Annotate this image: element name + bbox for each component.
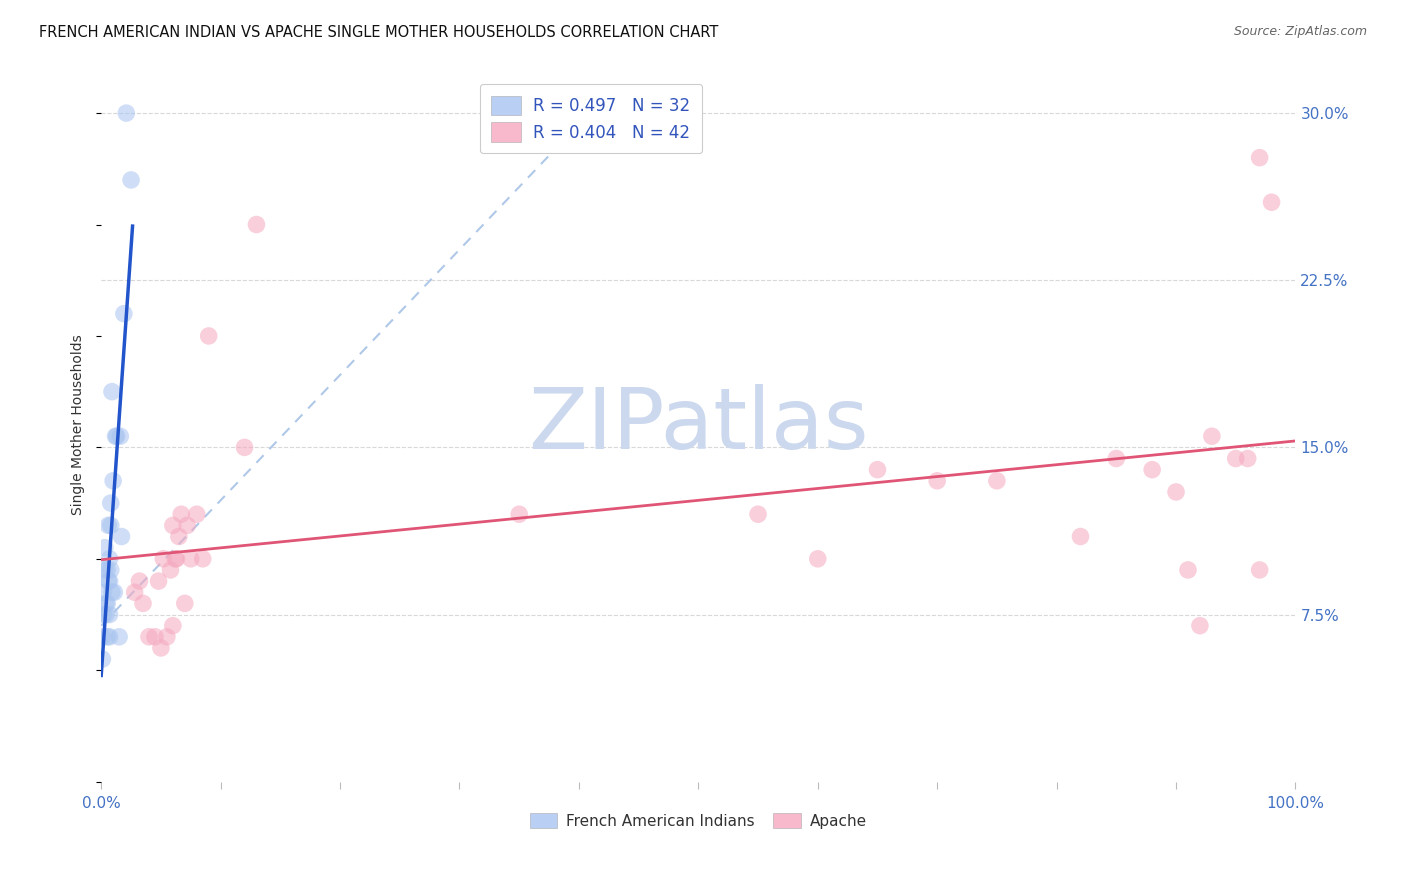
- Point: [152, 551, 174, 566]
- Point: [1225, 451, 1247, 466]
- Point: [94, 563, 117, 577]
- Point: [1164, 485, 1187, 500]
- Point: [91, 630, 114, 644]
- Point: [245, 218, 267, 232]
- Point: [96, 596, 118, 610]
- Point: [97, 574, 120, 588]
- Point: [93, 607, 115, 622]
- Point: [508, 507, 530, 521]
- Point: [1140, 463, 1163, 477]
- Point: [866, 463, 889, 477]
- Point: [186, 507, 208, 521]
- Point: [143, 630, 166, 644]
- Point: [165, 551, 187, 566]
- Point: [94, 607, 117, 622]
- Point: [986, 474, 1008, 488]
- Point: [1069, 529, 1091, 543]
- Point: [100, 563, 122, 577]
- Point: [162, 518, 184, 533]
- Point: [110, 529, 132, 543]
- Point: [96, 630, 118, 644]
- Point: [94, 596, 117, 610]
- Point: [112, 307, 135, 321]
- Point: [138, 630, 160, 644]
- Point: [124, 585, 146, 599]
- Point: [96, 563, 118, 577]
- Point: [98, 630, 121, 644]
- Point: [1201, 429, 1223, 443]
- Point: [156, 630, 179, 644]
- Point: [1260, 195, 1282, 210]
- Point: [100, 518, 122, 533]
- Point: [120, 173, 142, 187]
- Point: [747, 507, 769, 521]
- Point: [1249, 563, 1271, 577]
- Point: [807, 551, 830, 566]
- Point: [93, 585, 115, 599]
- Point: [197, 329, 219, 343]
- Point: [1177, 563, 1199, 577]
- Point: [165, 551, 187, 566]
- Point: [173, 596, 195, 610]
- Point: [103, 585, 125, 599]
- Point: [1188, 618, 1211, 632]
- Point: [115, 106, 138, 120]
- Point: [101, 474, 124, 488]
- Point: [110, 429, 132, 443]
- Point: [148, 574, 170, 588]
- Point: [1105, 451, 1128, 466]
- Point: [927, 474, 949, 488]
- Point: [108, 630, 131, 644]
- Legend: French American Indians, Apache: French American Indians, Apache: [523, 806, 873, 835]
- Point: [233, 441, 256, 455]
- Point: [170, 507, 193, 521]
- Y-axis label: Single Mother Households: Single Mother Households: [72, 334, 86, 516]
- Point: [1236, 451, 1258, 466]
- Text: ZIPatlas: ZIPatlas: [529, 384, 869, 467]
- Point: [1249, 151, 1271, 165]
- Point: [159, 563, 181, 577]
- Point: [128, 574, 150, 588]
- Point: [105, 429, 128, 443]
- Point: [91, 652, 114, 666]
- Point: [180, 551, 202, 566]
- Point: [98, 574, 121, 588]
- Point: [101, 384, 124, 399]
- Point: [104, 429, 127, 443]
- Point: [132, 596, 155, 610]
- Text: FRENCH AMERICAN INDIAN VS APACHE SINGLE MOTHER HOUSEHOLDS CORRELATION CHART: FRENCH AMERICAN INDIAN VS APACHE SINGLE …: [39, 25, 718, 40]
- Point: [162, 618, 184, 632]
- Point: [167, 529, 190, 543]
- Point: [97, 518, 120, 533]
- Point: [101, 585, 124, 599]
- Point: [100, 496, 122, 510]
- Point: [176, 518, 198, 533]
- Point: [149, 640, 172, 655]
- Point: [98, 607, 121, 622]
- Text: Source: ZipAtlas.com: Source: ZipAtlas.com: [1233, 25, 1367, 38]
- Point: [191, 551, 214, 566]
- Point: [98, 551, 121, 566]
- Point: [94, 541, 117, 555]
